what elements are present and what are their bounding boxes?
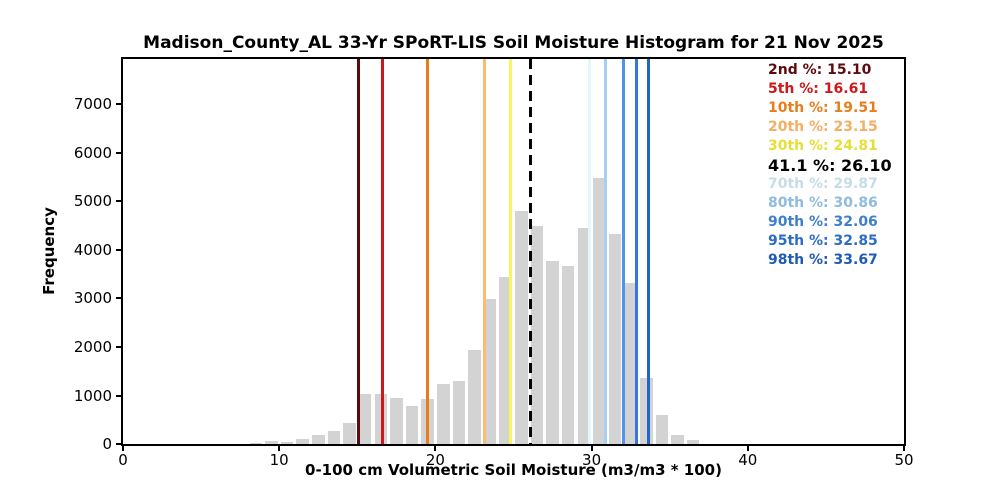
y-tick-label: 0 <box>102 435 112 453</box>
legend-entry-80th: 80th %: 30.86 <box>768 195 878 211</box>
y-tick-mark <box>116 345 121 348</box>
percentile-line-70th <box>588 59 592 444</box>
x-tick-label: 0 <box>118 451 128 469</box>
percentile-line-98th <box>647 59 651 444</box>
histogram-bar <box>280 442 294 444</box>
histogram-bar <box>593 177 606 444</box>
x-tick-label: 50 <box>894 451 914 469</box>
histogram-bar <box>405 406 419 444</box>
histogram-bar <box>358 394 372 444</box>
percentile-line-10th <box>426 59 430 444</box>
histogram-bar <box>249 442 262 444</box>
x-tick-mark <box>746 446 749 451</box>
histogram-bar <box>561 265 575 444</box>
histogram-bar <box>577 228 590 444</box>
y-tick-label: 6000 <box>73 143 112 162</box>
y-tick-mark <box>116 443 121 445</box>
histogram-bar <box>499 277 512 444</box>
histogram-bar <box>483 299 497 444</box>
y-tick-label: 4000 <box>73 240 112 259</box>
y-tick-mark <box>116 248 121 251</box>
y-tick-label: 1000 <box>73 386 112 405</box>
x-tick-mark <box>278 446 281 451</box>
histogram-bar <box>608 233 622 444</box>
histogram-bar <box>671 434 684 444</box>
x-tick-mark <box>590 446 593 451</box>
histogram-bar <box>265 440 278 444</box>
y-tick-mark <box>116 151 121 154</box>
histogram-bar <box>390 397 403 444</box>
percentile-line-95th <box>634 59 638 444</box>
legend-entry-20th: 20th %: 23.15 <box>768 119 878 135</box>
legend-entry-5th: 5th %: 16.61 <box>768 81 869 97</box>
legend-entry-70th: 70th %: 29.87 <box>768 176 878 192</box>
percentile-line-2nd <box>357 59 361 444</box>
x-tick-label: 40 <box>738 451 758 469</box>
histogram-bar <box>437 383 450 444</box>
histogram-bar <box>296 438 309 444</box>
histogram-bar <box>686 440 700 444</box>
x-axis-label: 0-100 cm Volumetric Soil Moisture (m3/m3… <box>305 461 722 479</box>
y-tick-label: 5000 <box>73 192 112 211</box>
percentile-legend: 2nd %: 15.10 5th %: 16.61 10th %: 19.51 20t… <box>768 61 898 270</box>
percentile-line-90th <box>622 59 626 444</box>
x-tick-mark <box>434 446 437 451</box>
legend-entry-10th: 10th %: 19.51 <box>768 100 878 116</box>
y-tick-mark <box>116 297 121 300</box>
legend-entry-41.1: 41.1 %: 26.10 <box>768 156 892 175</box>
legend-entry-98th: 98th %: 33.67 <box>768 252 878 268</box>
histogram-bar <box>452 380 466 444</box>
percentile-line-80th <box>603 59 607 444</box>
histogram-bar <box>312 435 325 444</box>
histogram-bar <box>468 350 481 444</box>
y-tick-label: 7000 <box>73 95 112 114</box>
y-tick-label: 3000 <box>73 289 112 308</box>
histogram-bar <box>546 260 559 444</box>
histogram-bar <box>655 414 669 444</box>
y-tick-label: 2000 <box>73 337 112 356</box>
percentile-line-41.1 <box>528 59 533 444</box>
legend-entry-30th: 30th %: 24.81 <box>768 138 878 154</box>
x-tick-mark <box>903 446 905 451</box>
legend-entry-90th: 90th %: 32.06 <box>768 214 878 230</box>
x-tick-label: 30 <box>582 451 602 469</box>
percentile-line-20th <box>483 59 487 444</box>
x-tick-mark <box>122 446 124 451</box>
histogram-bar <box>640 378 653 444</box>
percentile-line-30th <box>509 59 512 444</box>
x-tick-label: 20 <box>425 451 445 469</box>
chart-title: Madison_County_AL 33-Yr SPoRT-LIS Soil M… <box>143 33 884 53</box>
histogram-bar <box>515 211 528 444</box>
histogram-bar <box>327 430 341 444</box>
plot-area: 2nd %: 15.10 5th %: 16.61 10th %: 19.51 20t… <box>121 57 906 446</box>
y-tick-mark <box>116 394 121 397</box>
legend-entry-95th: 95th %: 32.85 <box>768 233 878 249</box>
y-tick-mark <box>116 200 121 203</box>
histogram-bar <box>624 283 637 444</box>
legend-entry-2nd: 2nd %: 15.10 <box>768 62 872 78</box>
percentile-line-5th <box>380 59 384 444</box>
histogram-bar <box>343 422 356 444</box>
y-tick-mark <box>116 103 121 106</box>
x-tick-label: 10 <box>269 451 289 469</box>
histogram-bar <box>530 226 544 444</box>
